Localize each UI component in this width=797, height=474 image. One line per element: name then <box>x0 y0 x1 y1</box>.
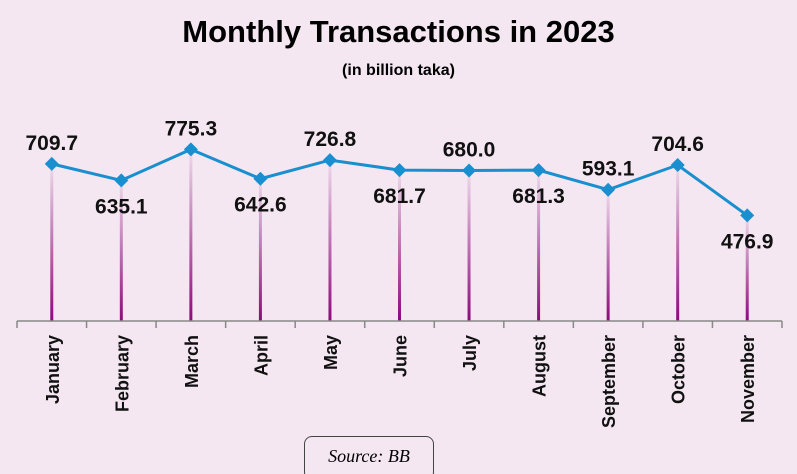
data-label: 680.0 <box>443 138 496 161</box>
x-tick-label: February <box>112 335 132 412</box>
x-tick-label: September <box>599 335 619 428</box>
data-label: 593.1 <box>582 158 635 181</box>
x-tick-label: May <box>321 335 341 370</box>
data-label: 476.9 <box>721 230 774 253</box>
x-tick-label: October <box>669 335 689 404</box>
data-point <box>44 156 59 171</box>
x-tick-label: April <box>251 335 271 376</box>
source-note: Source: BB <box>304 436 434 474</box>
drop-line <box>119 180 123 321</box>
data-label: 704.6 <box>651 133 704 156</box>
drop-line <box>328 160 332 321</box>
x-tick-label: January <box>43 335 63 404</box>
data-point <box>253 171 268 186</box>
x-tick-label: June <box>391 335 411 377</box>
data-label: 642.6 <box>234 194 287 217</box>
data-point <box>462 163 477 178</box>
drop-line <box>398 170 401 321</box>
data-label: 635.1 <box>95 195 148 218</box>
x-tick-label: November <box>738 335 758 423</box>
drop-line <box>467 170 471 321</box>
data-point <box>601 182 616 197</box>
data-point <box>670 158 685 173</box>
drop-line <box>537 170 541 321</box>
drop-line <box>189 149 193 321</box>
chart-title: Monthly Transactions in 2023 <box>182 14 615 49</box>
data-point <box>114 173 129 188</box>
chart-subtitle: (in billion taka) <box>342 62 455 79</box>
drop-line <box>50 163 54 321</box>
x-tick-label: August <box>530 335 550 397</box>
data-label: 709.7 <box>25 132 78 155</box>
drop-line <box>606 189 610 321</box>
data-point <box>531 163 546 178</box>
data-label: 726.8 <box>304 128 357 151</box>
drop-line <box>258 178 262 321</box>
data-point <box>183 142 198 157</box>
data-label: 775.3 <box>165 117 218 140</box>
drop-line <box>676 165 680 321</box>
data-point <box>740 208 755 223</box>
drop-line <box>745 215 749 321</box>
data-label: 681.3 <box>512 185 565 208</box>
x-tick-label: March <box>182 335 202 388</box>
data-label: 681.7 <box>373 185 426 208</box>
data-point <box>392 163 407 178</box>
data-point <box>322 153 337 168</box>
x-tick-label: July <box>460 335 480 371</box>
